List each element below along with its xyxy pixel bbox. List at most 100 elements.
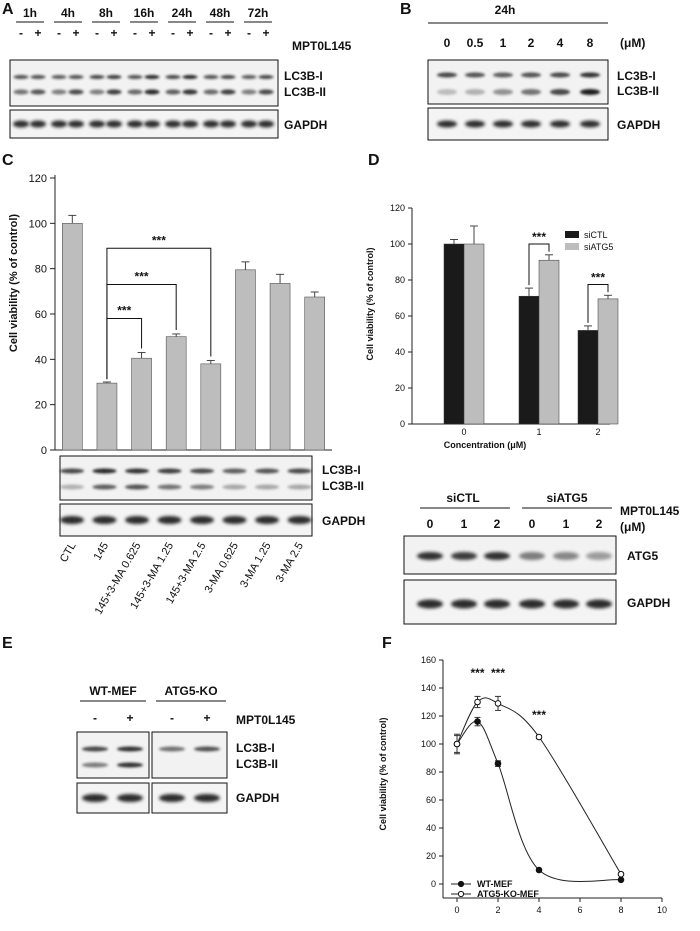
time-label-16h: 16h [134, 6, 155, 20]
group-label-sictl: siCTL [446, 491, 479, 505]
y-tick-label-c: 60 [35, 309, 47, 321]
x-tick-label-f: 4 [536, 905, 541, 915]
band-gapdh [521, 120, 541, 128]
sign-label: - [133, 26, 137, 40]
band-lc3b-ii [521, 89, 541, 95]
band-gapdh [519, 599, 545, 609]
line-ATG5-KO-MEF [456, 697, 622, 875]
significance-label-f: *** [532, 708, 546, 722]
blot-lc3b-c [59, 455, 313, 501]
treatment-label-a: MPT0L145 [292, 39, 352, 53]
band-gapdh [60, 516, 84, 524]
sign-label-e: - [93, 711, 97, 725]
band-atg5 [553, 552, 579, 560]
bar-c [235, 269, 256, 451]
band-gapdh [222, 516, 247, 524]
band-gapdh [220, 120, 236, 128]
blot-lc3b-e-ko [151, 731, 228, 779]
band-gapdh [159, 794, 185, 802]
sign-label-e: + [203, 711, 210, 725]
y-axis-label-f: Cell viability (% of control) [378, 717, 388, 830]
y-tick-label-f: 0 [431, 879, 436, 889]
band-lc3b-ii [106, 89, 122, 95]
band-gapdh [82, 794, 108, 802]
band-lc3b-ii [287, 484, 312, 490]
band-lc3b-i [287, 468, 312, 474]
band-gapdh [106, 120, 122, 128]
band-gapdh [258, 120, 274, 128]
sign-label: - [247, 26, 251, 40]
band-atg5 [586, 552, 612, 560]
y-tick-label-f: 160 [421, 655, 436, 665]
bar-d-siATG5 [597, 298, 619, 425]
sign-label: - [57, 26, 61, 40]
panel-letter-e: E [2, 635, 13, 652]
band-gapdh [117, 794, 143, 802]
dose-label: 0.5 [467, 36, 484, 50]
band-lc3b-i [144, 75, 160, 79]
band-lc3b-ii [68, 89, 84, 95]
x-axis-label-d: Concentration (μM) [444, 440, 527, 450]
sign-label: - [95, 26, 99, 40]
sign-label: + [34, 26, 41, 40]
gapdh-label-e: GAPDH [236, 791, 279, 805]
chart-d: 0 20 40 60 80 100 120 0 1 2 *** *** siCTL siATG5 Ce… [365, 203, 619, 450]
sign-label: - [171, 26, 175, 40]
band-lc3b-i [125, 468, 149, 474]
band-lc3b-ii [220, 89, 236, 95]
y-tick-label-f: 60 [426, 795, 436, 805]
lane-label-c: 145 [92, 541, 112, 563]
blot-lc3b-e-wt [76, 731, 150, 779]
band-gapdh [30, 120, 46, 128]
unit-label-d: (μM) [620, 520, 645, 534]
band-lc3b-ii [190, 484, 214, 490]
dose-label-d: 2 [596, 517, 603, 531]
band-lc3b-i [117, 746, 143, 752]
chart-f: 0 20 40 60 80 100 120 140 160 0 2 4 6 8 10 *** *** *** W… [378, 655, 667, 915]
band-atg5 [451, 552, 477, 560]
bar-c [96, 382, 118, 451]
dose-label: 0 [444, 36, 451, 50]
y-tick-label-d: 40 [395, 347, 405, 357]
band-gapdh [484, 599, 510, 609]
x-tick-label-f: 2 [495, 905, 500, 915]
band-gapdh [493, 120, 513, 128]
lane-label-c: 3-MA 1.25 [238, 541, 273, 590]
panel-d-blot: siCTL siATG5 0 1 2 0 1 2 MPT0L145 (μM) ATG5 G… [403, 491, 680, 625]
legend-label-d: siCTL [584, 230, 608, 240]
band-gapdh [157, 516, 182, 524]
group-label-wt-mef: WT-MEF [89, 684, 136, 698]
bar-d-siCTL [518, 295, 540, 425]
band-lc3b-i [550, 72, 570, 78]
x-tick-label-f: 10 [657, 905, 667, 915]
band-lc3b-ii [437, 89, 457, 95]
legend-marker-f [457, 880, 465, 888]
panel-e: WT-MEF ATG5-KO - + - + MPT0L145 LC3B-I LC3B… [76, 684, 296, 814]
band-lc3b-i [580, 72, 600, 78]
sign-label: - [209, 26, 213, 40]
dose-label: 2 [528, 36, 535, 50]
time-label-1h: 1h [23, 6, 37, 20]
y-tick-label-f: 100 [421, 739, 436, 749]
band-gapdh [287, 516, 312, 524]
dose-label: 1 [500, 36, 507, 50]
band-lc3b-i [106, 75, 122, 79]
y-axis-label-d: Cell viability (% of control) [365, 247, 375, 360]
band-lc3b-ii [550, 89, 570, 95]
band-lc3b-i [92, 468, 117, 474]
band-lc3b-ii [51, 89, 67, 95]
band-gapdh [417, 599, 443, 609]
time-label-72h: 72h [248, 6, 269, 20]
bar-c [62, 223, 83, 451]
band-lc3b-ii [165, 89, 181, 95]
dose-label-d: 2 [494, 517, 501, 531]
y-tick-label-d: 20 [395, 383, 405, 393]
band-gapdh [51, 120, 67, 128]
band-lc3b-i [194, 746, 220, 752]
bar-c [200, 363, 222, 451]
blot-gapdh-b [427, 107, 609, 141]
band-gapdh [586, 599, 612, 609]
point-ATG5-KO-MEF [617, 870, 625, 878]
point-ATG5-KO-MEF [494, 700, 502, 707]
